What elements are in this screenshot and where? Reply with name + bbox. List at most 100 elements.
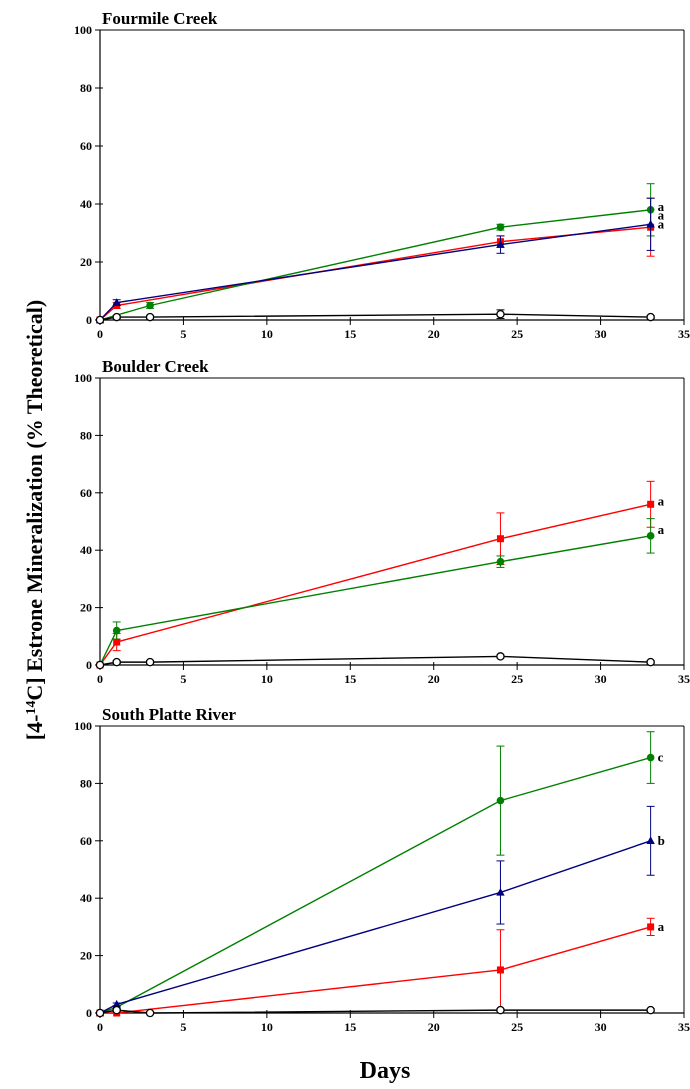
significance-letter: a <box>658 493 665 508</box>
panel-2: Boulder Creek 0 20 40 60 80 100 0 5 10 15 20 25 30 35 a… <box>74 357 690 686</box>
data-point <box>496 557 505 566</box>
data-point <box>146 301 154 310</box>
x-tick-label: 25 <box>511 1020 523 1034</box>
data-point <box>145 657 155 667</box>
data-point <box>647 500 655 508</box>
y-tick-label: 20 <box>80 255 92 269</box>
panel-1: Fourmile Creek 0 20 40 60 80 100 0 5 10 15 20 25 30 35… <box>74 9 690 341</box>
x-tick-label: 25 <box>511 672 523 686</box>
y-tick-label: 80 <box>80 428 92 442</box>
x-tick-label: 15 <box>344 1020 356 1034</box>
data-point <box>496 966 504 974</box>
x-tick-label: 10 <box>261 1020 273 1034</box>
x-tick-label: 0 <box>97 672 103 686</box>
series-3 <box>95 197 655 324</box>
panel-title: Boulder Creek <box>102 357 209 376</box>
x-tick-label: 30 <box>595 672 607 686</box>
data-point <box>496 309 505 319</box>
data-point <box>646 836 655 844</box>
data-point <box>646 312 655 322</box>
data-point <box>496 1005 505 1015</box>
x-tick-label: 0 <box>97 327 103 341</box>
y-tick-label: 60 <box>80 486 92 500</box>
x-tick-label: 10 <box>261 672 273 686</box>
data-point <box>112 626 121 635</box>
y-tick-label: 0 <box>86 1006 92 1020</box>
data-point <box>496 796 505 805</box>
x-tick-label: 20 <box>428 1020 440 1034</box>
data-point <box>112 657 121 667</box>
significance-letter: a <box>658 199 665 214</box>
x-tick-label: 15 <box>344 672 356 686</box>
series-1 <box>96 731 655 1017</box>
series-2 <box>96 183 655 324</box>
x-tick-label: 15 <box>344 327 356 341</box>
y-tick-label: 40 <box>80 197 92 211</box>
data-point <box>112 312 121 322</box>
data-point <box>646 753 655 762</box>
series-line <box>99 503 651 666</box>
data-point <box>496 223 505 231</box>
significance-letter: a <box>658 208 665 223</box>
y-tick-label: 40 <box>80 543 92 557</box>
x-tick-label: 25 <box>511 327 523 341</box>
data-point <box>112 999 121 1008</box>
y-tick-label: 20 <box>80 949 92 963</box>
data-point <box>112 298 121 306</box>
y-tick-label: 100 <box>74 23 92 37</box>
x-tick-label: 5 <box>180 1020 186 1034</box>
significance-letter: a <box>658 919 665 934</box>
series-line <box>99 313 651 321</box>
panel-3: South Platte River 0 20 40 60 80 100 0 5 10 15 20 25… <box>74 705 690 1034</box>
series-3 <box>95 652 655 670</box>
y-tick-label: 80 <box>80 81 92 95</box>
significance-letter: a <box>658 216 665 231</box>
data-point <box>646 1005 655 1015</box>
x-tick-label: 10 <box>261 327 273 341</box>
y-axis-label: [4-14C] Estrone Mineralization (% Theore… <box>22 300 47 740</box>
data-point <box>646 657 655 667</box>
data-point <box>113 638 121 646</box>
y-tick-label: 20 <box>80 601 92 615</box>
panel-title: South Platte River <box>102 705 237 724</box>
series-line <box>99 226 651 321</box>
series-4 <box>95 1005 655 1018</box>
x-tick-label: 5 <box>180 672 186 686</box>
series-2 <box>96 518 655 669</box>
data-point <box>496 652 505 661</box>
x-tick-label: 0 <box>97 1020 103 1034</box>
series-line <box>99 209 651 321</box>
data-point <box>145 1008 155 1018</box>
y-tick-label: 40 <box>80 891 92 905</box>
x-tick-label: 35 <box>678 672 690 686</box>
data-point <box>112 1005 121 1015</box>
x-tick-label: 35 <box>678 1020 690 1034</box>
x-tick-label: 35 <box>678 327 690 341</box>
y-tick-label: 100 <box>74 719 92 733</box>
x-tick-label: 20 <box>428 672 440 686</box>
data-point <box>646 219 655 228</box>
y-tick-label: 0 <box>86 658 92 672</box>
data-point <box>496 887 505 896</box>
series-1 <box>96 480 655 669</box>
data-point <box>145 312 155 322</box>
panel-title: Fourmile Creek <box>102 9 218 28</box>
data-point <box>646 532 655 540</box>
series-2 <box>95 805 655 1017</box>
series-4 <box>95 309 655 325</box>
series-line <box>99 655 651 666</box>
x-tick-label: 5 <box>180 327 186 341</box>
series-1 <box>96 197 655 324</box>
series-line <box>100 926 651 1014</box>
data-point <box>95 1008 105 1018</box>
y-tick-label: 60 <box>80 834 92 848</box>
series-line <box>99 840 651 1014</box>
x-tick-label: 30 <box>595 327 607 341</box>
y-axis-label-sup: 14 <box>24 701 39 715</box>
y-axis-label-prefix: [4- <box>22 715 47 741</box>
x-axis-label: Days <box>360 1058 411 1084</box>
series-3 <box>96 917 655 1017</box>
y-tick-label: 0 <box>86 313 92 327</box>
